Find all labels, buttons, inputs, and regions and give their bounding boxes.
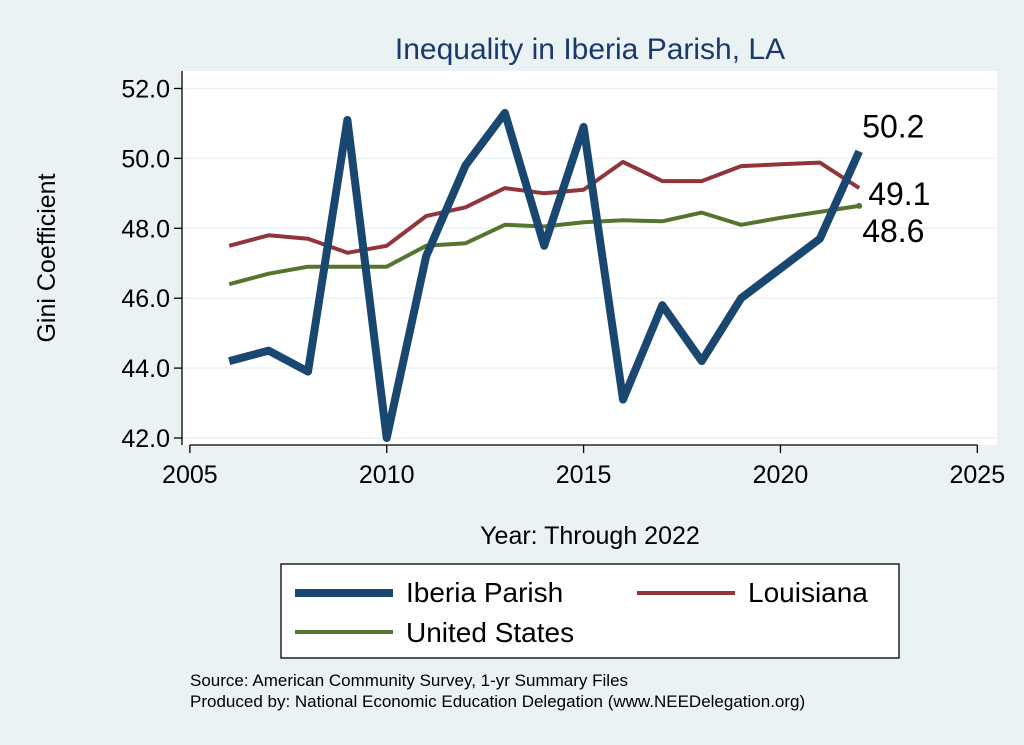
x-axis-title: Year: Through 2022	[480, 522, 700, 550]
y-tick-label: 46.0	[121, 285, 170, 313]
legend-label-iberia-parish: Iberia Parish	[406, 577, 563, 608]
grid-lines	[182, 87, 997, 439]
y-tick-label: 42.0	[121, 425, 170, 453]
y-tick-label: 44.0	[121, 355, 170, 383]
series-line-united-states	[228, 203, 860, 287]
producer-note: Produced by: National Economic Education…	[190, 692, 805, 711]
end-label-louisiana: 49.1	[868, 176, 930, 212]
legend-box	[280, 563, 900, 659]
chart-title: Inequality in Iberia Parish, LA	[395, 33, 785, 66]
x-tick-label: 2010	[359, 461, 415, 489]
legend-label-united-states: United States	[406, 617, 574, 648]
y-tick-label: 48.0	[121, 215, 170, 243]
y-tick-label: 52.0	[121, 75, 170, 103]
x-tick-label: 2020	[753, 461, 809, 489]
axes: 42.0 44.0 46.0 48.0 50.0 52.0 2005 2010 2015 2020…	[121, 71, 1005, 489]
series-lines	[228, 108, 863, 442]
series-line-louisiana	[228, 159, 861, 255]
legend: Iberia Parish Louisiana United States	[280, 563, 900, 659]
legend-label-louisiana: Louisiana	[748, 577, 868, 608]
x-tick-label: 2005	[162, 461, 218, 489]
x-tick-label: 2015	[556, 461, 612, 489]
series-line-iberia-parish	[228, 108, 863, 442]
x-tick-label: 2025	[950, 461, 1006, 489]
plot-area	[182, 71, 997, 445]
end-label-iberia-parish: 50.2	[862, 108, 924, 144]
y-tick-label: 50.0	[121, 145, 170, 173]
series-end-point-united-states	[856, 202, 863, 209]
y-axis-title: Gini Coefficient	[33, 173, 61, 342]
source-note: Source: American Community Survey, 1-yr …	[190, 671, 628, 690]
end-label-united-states: 48.6	[862, 213, 924, 249]
end-labels: 50.2 49.148.6	[862, 108, 930, 249]
